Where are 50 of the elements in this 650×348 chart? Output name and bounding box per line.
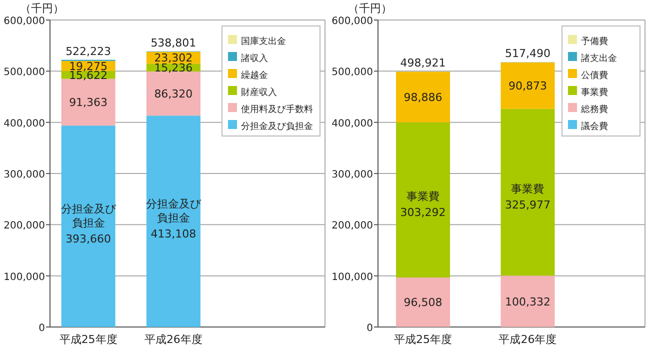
legend-label: 国庫支出金 — [241, 36, 286, 47]
y-tick-label: 300,000 — [4, 170, 45, 180]
annotation: 事業費 — [406, 190, 440, 203]
data-label: 393,660 — [66, 232, 112, 246]
total-label: 517,490 — [504, 47, 550, 60]
legend-label: 財産収入 — [241, 87, 277, 98]
y-tick-label: 0 — [38, 323, 45, 334]
y-axis-title: （千円） — [348, 2, 392, 15]
data-label: 98,886 — [404, 91, 442, 104]
y-tick-label: 200,000 — [332, 220, 373, 232]
y-tick-label: 500,000 — [4, 67, 45, 78]
y-tick-label: 0 — [366, 323, 373, 334]
y-tick-label: 400,000 — [4, 118, 45, 130]
x-tick-label: 平成25年度 — [394, 333, 452, 346]
total-label: 498,921 — [400, 56, 446, 70]
legend-label: 公債費 — [581, 70, 608, 81]
data-label: 100,332 — [504, 295, 550, 308]
data-label: 91,363 — [69, 96, 108, 110]
data-label: 303,292 — [400, 206, 446, 219]
data-label: 19,275 — [69, 60, 108, 73]
x-tick-label: 平成26年度 — [498, 333, 557, 346]
y-tick-label: 600,000 — [332, 16, 373, 27]
legend-label: 使用料及び手数料 — [241, 104, 313, 115]
data-label: 413,108 — [150, 227, 196, 240]
x-tick-label: 平成26年度 — [144, 333, 202, 346]
legend-label: 繰越金 — [240, 70, 268, 81]
legend-label: 総務費 — [580, 104, 608, 115]
y-tick-label: 600,000 — [4, 16, 45, 27]
data-label: 96,508 — [404, 296, 442, 310]
y-tick-label: 400,000 — [332, 118, 373, 130]
legend-label: 事業費 — [581, 87, 608, 98]
data-label: 90,873 — [508, 80, 547, 93]
total-label: 538,801 — [150, 36, 196, 50]
y-tick-label: 300,000 — [332, 170, 373, 180]
y-tick-label: 100,000 — [332, 272, 373, 283]
annotation: 事業費 — [511, 182, 544, 196]
total-label: 522,223 — [66, 44, 112, 58]
y-tick-label: 500,000 — [332, 67, 373, 78]
legend-label: 分担金及び負担金 — [241, 121, 313, 132]
legend-label: 予備費 — [581, 36, 608, 47]
data-label: 86,320 — [154, 88, 193, 101]
data-label: 15,236 — [154, 62, 193, 75]
legend-label: 諸収入 — [241, 53, 268, 64]
data-label: 325,977 — [504, 198, 550, 212]
legend-label: 議会費 — [581, 121, 608, 132]
y-tick-label: 100,000 — [4, 272, 45, 283]
x-tick-label: 平成25年度 — [59, 333, 118, 346]
y-tick-label: 200,000 — [4, 220, 45, 232]
legend-label: 諸支出金 — [581, 53, 617, 64]
y-axis-title: （千円） — [20, 2, 64, 15]
